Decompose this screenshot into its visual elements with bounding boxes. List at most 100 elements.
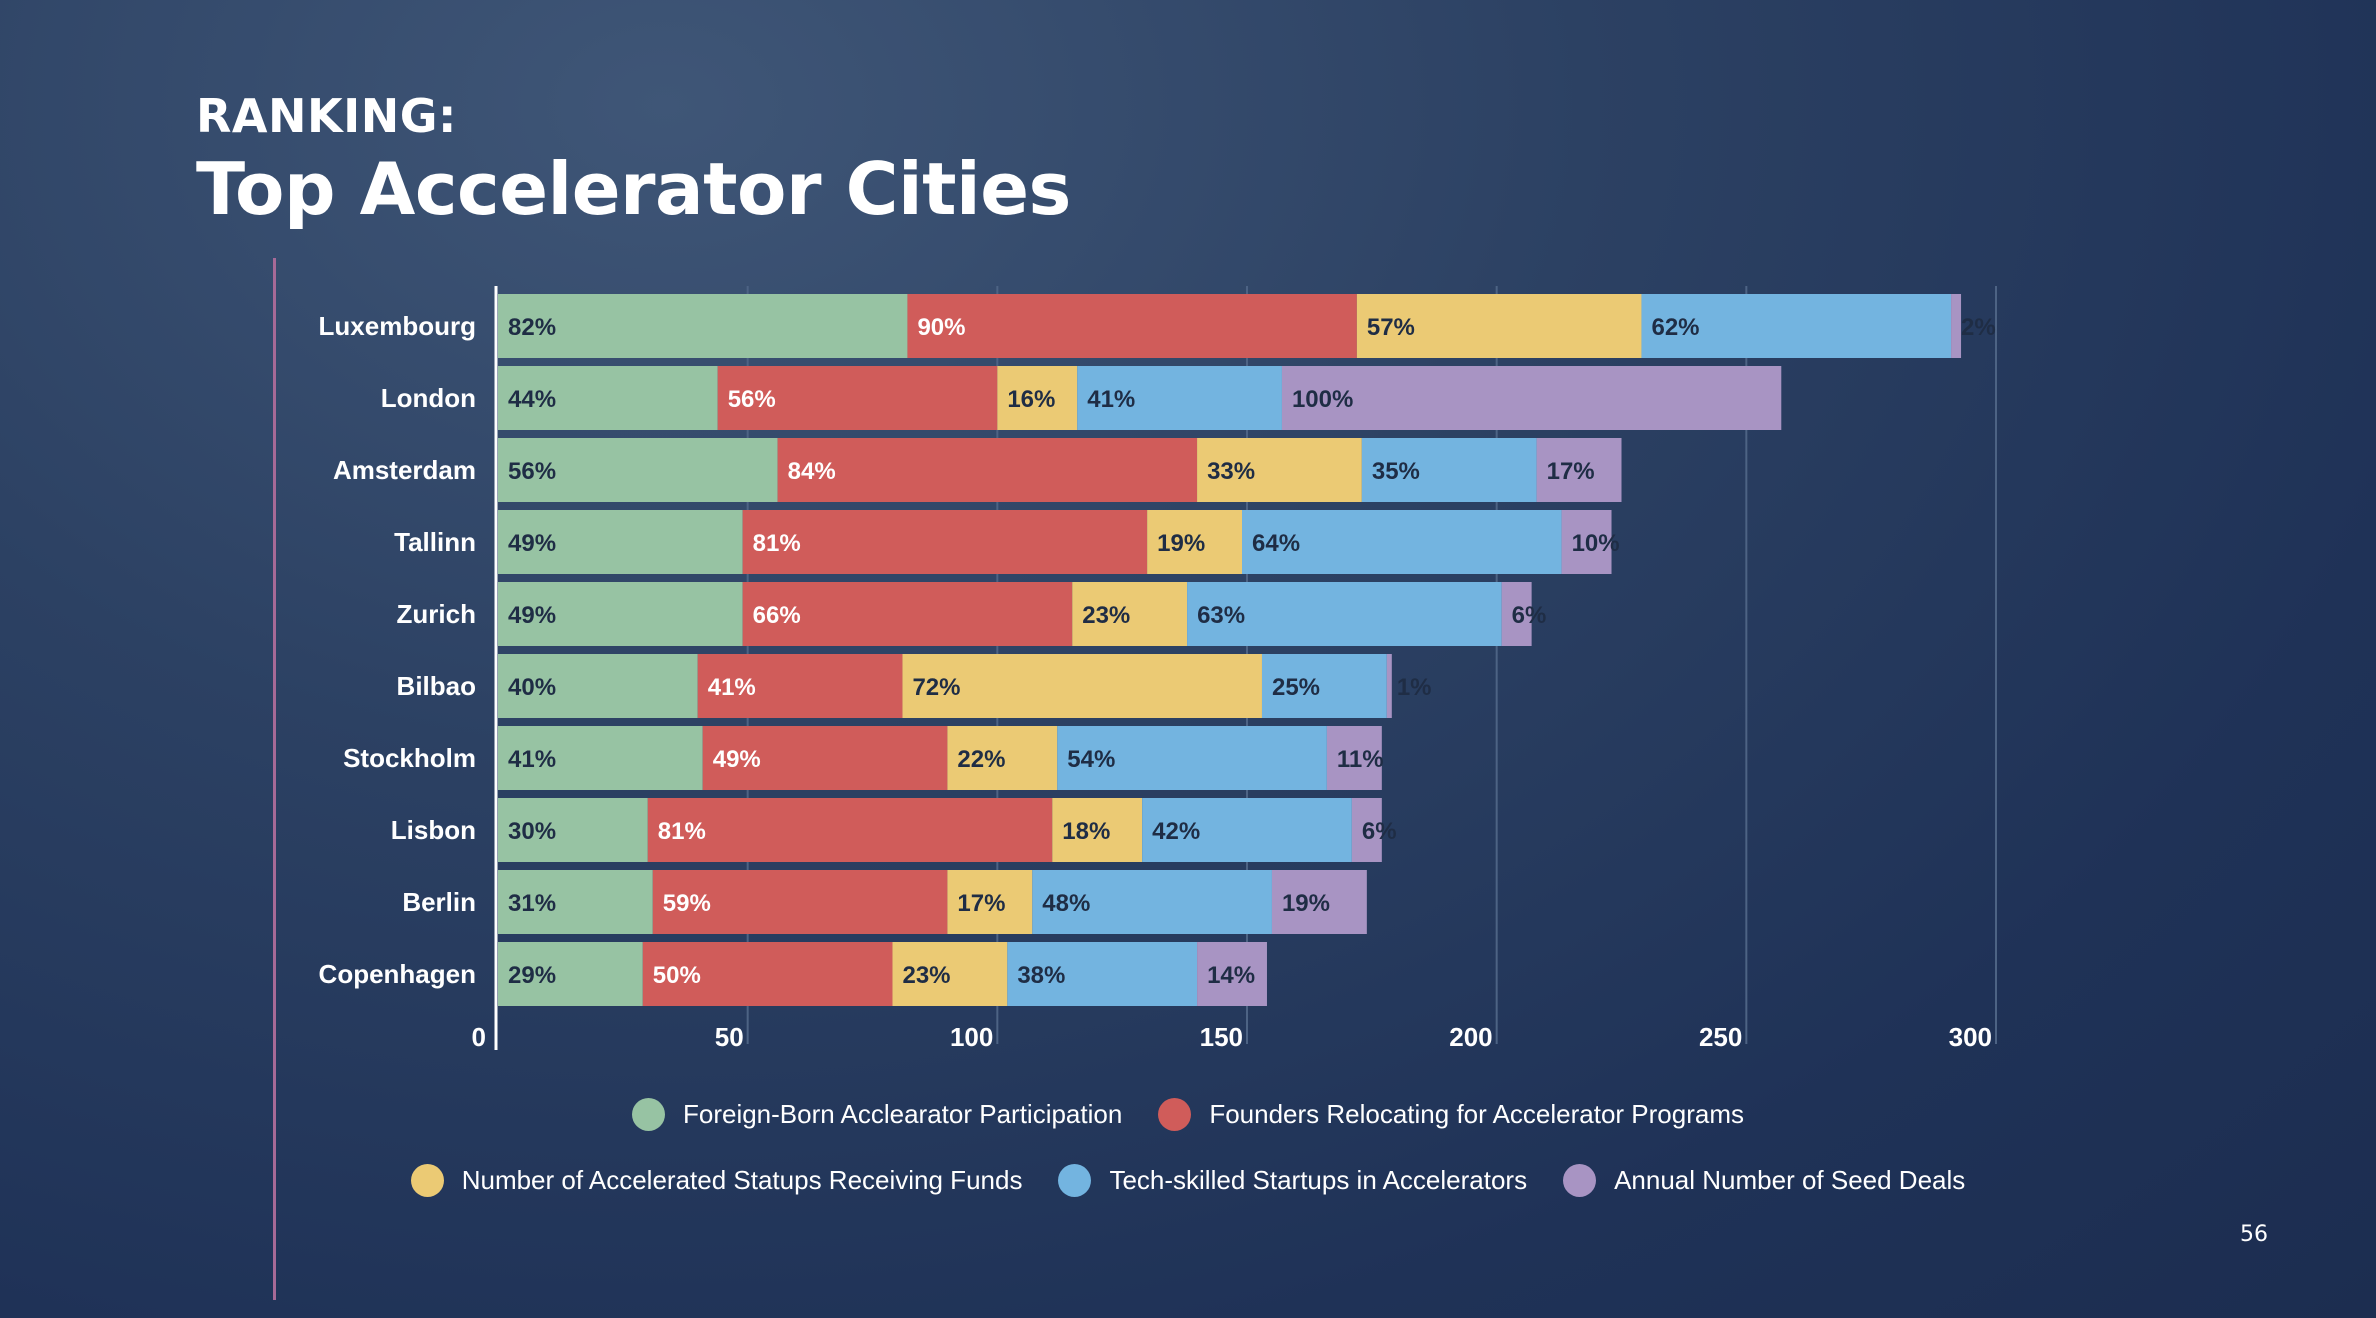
bar-tallinn-series-5	[1561, 510, 1612, 574]
data-label: 18%	[1062, 818, 1110, 845]
data-label: 48%	[1042, 890, 1090, 917]
bar-stockholm-series-1	[498, 726, 703, 790]
legend-swatch	[1563, 1164, 1597, 1197]
data-label: 50%	[653, 962, 701, 989]
bar-amsterdam-series-4	[1361, 438, 1537, 502]
x-tick-label: 0	[472, 1022, 486, 1052]
bar-bilbao-series-3	[902, 654, 1262, 718]
data-label: 10%	[1572, 530, 1620, 557]
bar-tallinn-series-2	[742, 510, 1148, 574]
data-label: 17%	[1547, 458, 1595, 485]
data-label: 22%	[957, 746, 1005, 773]
category-label: Luxembourg	[319, 311, 476, 341]
bar-berlin-series-3	[947, 870, 1033, 934]
bar-copenhagen-series-1	[498, 942, 643, 1006]
bar-amsterdam-series-5	[1536, 438, 1622, 502]
bar-london-series-2	[717, 366, 998, 430]
bar-stockholm-series-4	[1057, 726, 1327, 790]
bar-zurich-series-4	[1187, 582, 1502, 646]
bar-zurich-series-1	[498, 582, 743, 646]
data-label: 81%	[658, 818, 706, 845]
bar-bilbao-series-1	[498, 654, 698, 718]
data-label: 1%	[1397, 674, 1432, 701]
bar-luxembourg-series-1	[498, 294, 908, 358]
bar-tallinn-series-3	[1147, 510, 1243, 574]
legend-row-1: Foreign-Born Acclearator Participation Fo…	[0, 1098, 2376, 1131]
data-label: 19%	[1282, 890, 1330, 917]
bar-amsterdam-series-2	[777, 438, 1198, 502]
bar-amsterdam-series-3	[1197, 438, 1362, 502]
data-label: 56%	[728, 386, 776, 413]
slide-kicker: RANKING:	[196, 89, 457, 143]
bar-copenhagen-series-4	[1007, 942, 1198, 1006]
data-label: 41%	[1087, 386, 1135, 413]
data-label: 82%	[508, 314, 556, 341]
bar-lisbon-series-3	[1052, 798, 1143, 862]
data-label: 81%	[753, 530, 801, 557]
legend-label: Foreign-Born Acclearator Participation	[682, 1099, 1123, 1129]
data-label: 29%	[508, 962, 556, 989]
slide-title: Top Accelerator Cities	[196, 147, 1071, 231]
bar-stockholm-series-2	[702, 726, 948, 790]
bar-berlin-series-4	[1032, 870, 1272, 934]
x-tick-label: 200	[1449, 1022, 1492, 1052]
category-label: Amsterdam	[333, 455, 476, 485]
x-tick-label: 250	[1699, 1022, 1742, 1052]
data-label: 11%	[1337, 746, 1384, 773]
category-label: Stockholm	[343, 743, 476, 773]
data-label: 35%	[1372, 458, 1420, 485]
bar-amsterdam-series-1	[498, 438, 778, 502]
data-label: 19%	[1157, 530, 1205, 557]
legend-label: Tech-skilled Startups in Accelerators	[1109, 1165, 1528, 1195]
category-label: Bilbao	[397, 671, 476, 701]
data-label: 2%	[1961, 314, 1996, 341]
legend-swatch	[410, 1164, 444, 1197]
legend-item-3: Number of Accelerated Statups Receiving …	[410, 1164, 1022, 1197]
data-label: 38%	[1017, 962, 1065, 989]
data-label: 64%	[1252, 530, 1300, 557]
bar-london-series-4	[1077, 366, 1282, 430]
bar-copenhagen-series-5	[1197, 942, 1267, 1006]
bar-copenhagen-series-3	[892, 942, 1008, 1006]
category-label: Lisbon	[391, 815, 476, 845]
bar-luxembourg-series-5	[1951, 294, 1962, 358]
legend-row-2: Number of Accelerated Statups Receiving …	[0, 1164, 2376, 1197]
data-label: 90%	[917, 314, 965, 341]
category-label: Zurich	[397, 599, 476, 629]
bar-berlin-series-5	[1271, 870, 1367, 934]
bar-copenhagen-series-2	[642, 942, 893, 1006]
data-label: 16%	[1007, 386, 1055, 413]
accent-divider	[273, 258, 276, 1300]
data-label: 25%	[1272, 674, 1320, 701]
category-label: Tallinn	[394, 527, 476, 557]
bar-london-series-3	[997, 366, 1078, 430]
bar-london-series-5	[1281, 366, 1782, 430]
title-block: RANKING: Top Accelerator Cities	[196, 88, 1071, 234]
data-label: 33%	[1207, 458, 1255, 485]
bar-tallinn-series-1	[498, 510, 743, 574]
bar-berlin-series-1	[498, 870, 653, 934]
bar-luxembourg-series-3	[1356, 294, 1642, 358]
data-label: 66%	[753, 602, 801, 629]
data-label: 54%	[1067, 746, 1115, 773]
page-number: 56	[2240, 1222, 2268, 1247]
data-label: 41%	[508, 746, 556, 773]
category-label: London	[381, 383, 476, 413]
legend-swatch	[631, 1098, 665, 1131]
legend-item-1: Foreign-Born Acclearator Participation	[631, 1098, 1123, 1131]
x-tick-label: 100	[950, 1022, 993, 1052]
x-tick-label: 300	[1949, 1022, 1992, 1052]
bar-lisbon-series-1	[498, 798, 648, 862]
bar-lisbon-series-2	[647, 798, 1053, 862]
data-label: 30%	[508, 818, 556, 845]
data-label: 57%	[1367, 314, 1415, 341]
x-tick-label: 150	[1200, 1022, 1243, 1052]
bar-bilbao-series-2	[697, 654, 903, 718]
data-label: 14%	[1207, 962, 1255, 989]
data-label: 56%	[508, 458, 556, 485]
data-label: 49%	[508, 530, 556, 557]
data-label: 40%	[508, 674, 556, 701]
bar-berlin-series-2	[652, 870, 948, 934]
data-label: 84%	[788, 458, 836, 485]
